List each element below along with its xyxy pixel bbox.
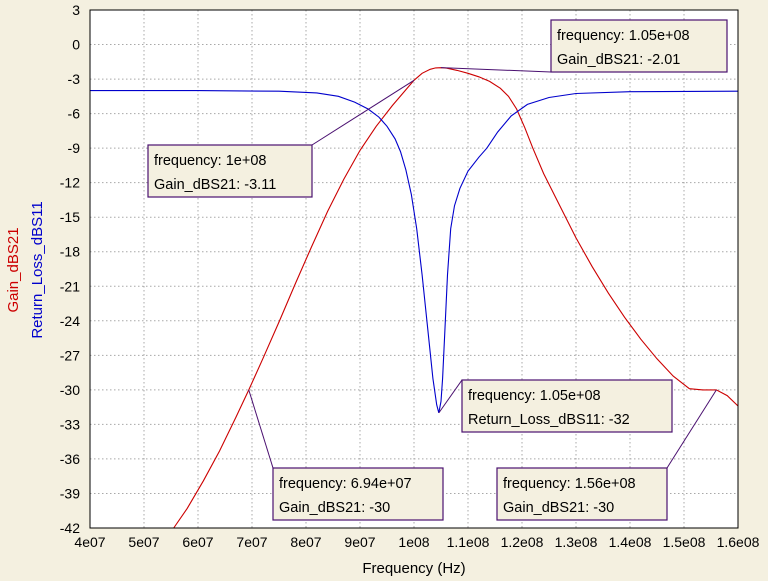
plot-frame (89, 9, 739, 529)
marker-box (147, 144, 313, 198)
y-tick-label: -36 (60, 451, 80, 467)
marker-leader-line (440, 67, 552, 73)
x-tick-label: 4e07 (74, 534, 105, 550)
marker-box (461, 379, 673, 433)
marker-annotation: frequency: 1.56e+08 Gain_dBS21: -30 (496, 467, 668, 521)
x-tick-label: 1.2e08 (501, 534, 544, 550)
marker-leader-line (438, 379, 463, 414)
marker-leader-line (248, 389, 274, 469)
y-tick-label: -15 (60, 209, 80, 225)
marker-label: frequency: 1.05e+08 (557, 28, 690, 44)
x-axis-title: Frequency (Hz) (362, 560, 465, 577)
y-tick-label: -18 (60, 244, 80, 260)
x-tick-label: 8e07 (290, 534, 321, 550)
marker-label: Gain_dBS21: -3.11 (154, 177, 276, 193)
marker-box (272, 467, 444, 521)
y-tick-label: 0 (72, 37, 80, 53)
x-tick-label: 5e07 (128, 534, 159, 550)
marker-label: frequency: 6.94e+07 (279, 476, 412, 492)
marker-leader-line (311, 79, 415, 146)
marker-label: Gain_dBS21: -2.01 (557, 52, 680, 68)
marker-annotation: frequency: 1.05e+08 Return_Loss_dBS11: -3… (461, 379, 673, 433)
marker-annotation: frequency: 6.94e+07 Gain_dBS21: -30 (272, 467, 444, 521)
marker-label: Gain_dBS21: -30 (503, 500, 614, 516)
marker-label: frequency: 1.56e+08 (503, 476, 636, 492)
y-tick-label: -33 (60, 416, 80, 432)
y-tick-label: -24 (60, 313, 80, 329)
y-axis-title: Gain_dBS21 (5, 227, 22, 312)
y-tick-label: -12 (60, 175, 80, 191)
tick-labels: 4e07 5e07 6e07 7e07 8e07 9e07 1e08 1.1e08 1.2e08… (60, 2, 760, 550)
x-tick-label: 9e07 (344, 534, 375, 550)
y-tick-label: -21 (60, 278, 80, 294)
y-axis-titles: Gain_dBS21 Return_Loss_dBS11 (5, 201, 46, 338)
marker-label: Gain_dBS21: -30 (279, 500, 390, 516)
marker-leader-line (666, 389, 717, 469)
x-tick-label: 1.4e08 (609, 534, 652, 550)
y-tick-label: -42 (60, 520, 80, 536)
marker-label: frequency: 1e+08 (154, 153, 266, 169)
x-tick-label: 6e07 (182, 534, 213, 550)
marker-box (496, 467, 668, 521)
plot-area (90, 10, 738, 528)
y-tick-label: -3 (68, 71, 81, 87)
y-tick-label: -39 (60, 485, 80, 501)
y-tick-label: -9 (68, 140, 81, 156)
y-tick-label: -27 (60, 347, 80, 363)
series-layer (90, 67, 739, 529)
x-tick-label: 1e08 (398, 534, 429, 550)
x-tick-label: 1.6e08 (717, 534, 760, 550)
x-tick-label: 7e07 (236, 534, 267, 550)
x-tick-label: 1.1e08 (447, 534, 490, 550)
series-line-Gain_dBS21 (173, 67, 739, 529)
y-axis-title: Return_Loss_dBS11 (29, 201, 46, 338)
marker-annotation: frequency: 1e+08 Gain_dBS21: -3.11 (147, 144, 313, 198)
y-tick-label: 3 (72, 2, 80, 18)
y-tick-label: -6 (68, 106, 81, 122)
x-tick-label: 1.3e08 (555, 534, 598, 550)
marker-annotation: frequency: 1.05e+08 Gain_dBS21: -2.01 (550, 19, 728, 73)
marker-box (550, 19, 728, 73)
x-tick-label: 1.5e08 (663, 534, 706, 550)
series-line-Return_Loss_dBS11 (90, 90, 739, 414)
y-tick-label: -30 (60, 382, 80, 398)
marker-label: Return_Loss_dBS11: -32 (468, 412, 630, 428)
marker-label: frequency: 1.05e+08 (468, 388, 601, 404)
